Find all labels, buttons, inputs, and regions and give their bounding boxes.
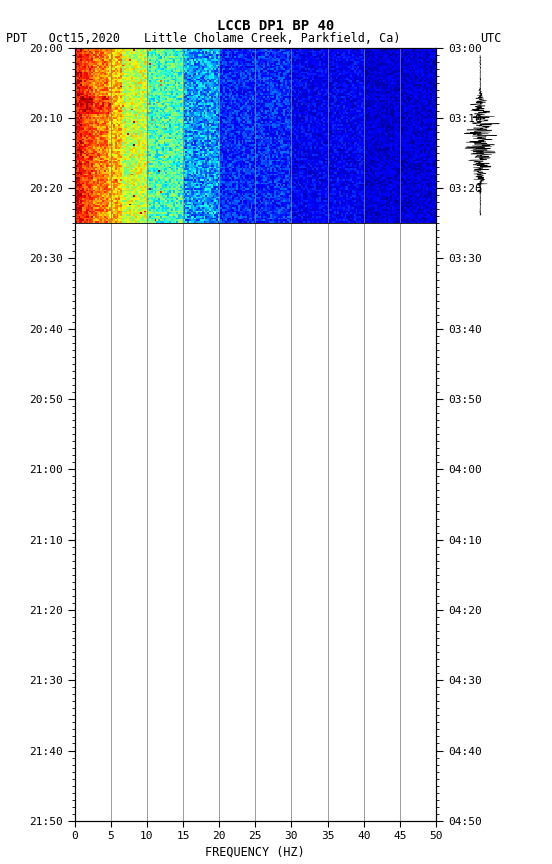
Text: UTC: UTC	[480, 32, 502, 45]
Text: LCCB DP1 BP 40: LCCB DP1 BP 40	[217, 19, 335, 33]
X-axis label: FREQUENCY (HZ): FREQUENCY (HZ)	[205, 845, 305, 858]
Text: Little Cholame Creek, Parkfield, Ca): Little Cholame Creek, Parkfield, Ca)	[144, 32, 400, 45]
Text: PDT   Oct15,2020: PDT Oct15,2020	[6, 32, 120, 45]
